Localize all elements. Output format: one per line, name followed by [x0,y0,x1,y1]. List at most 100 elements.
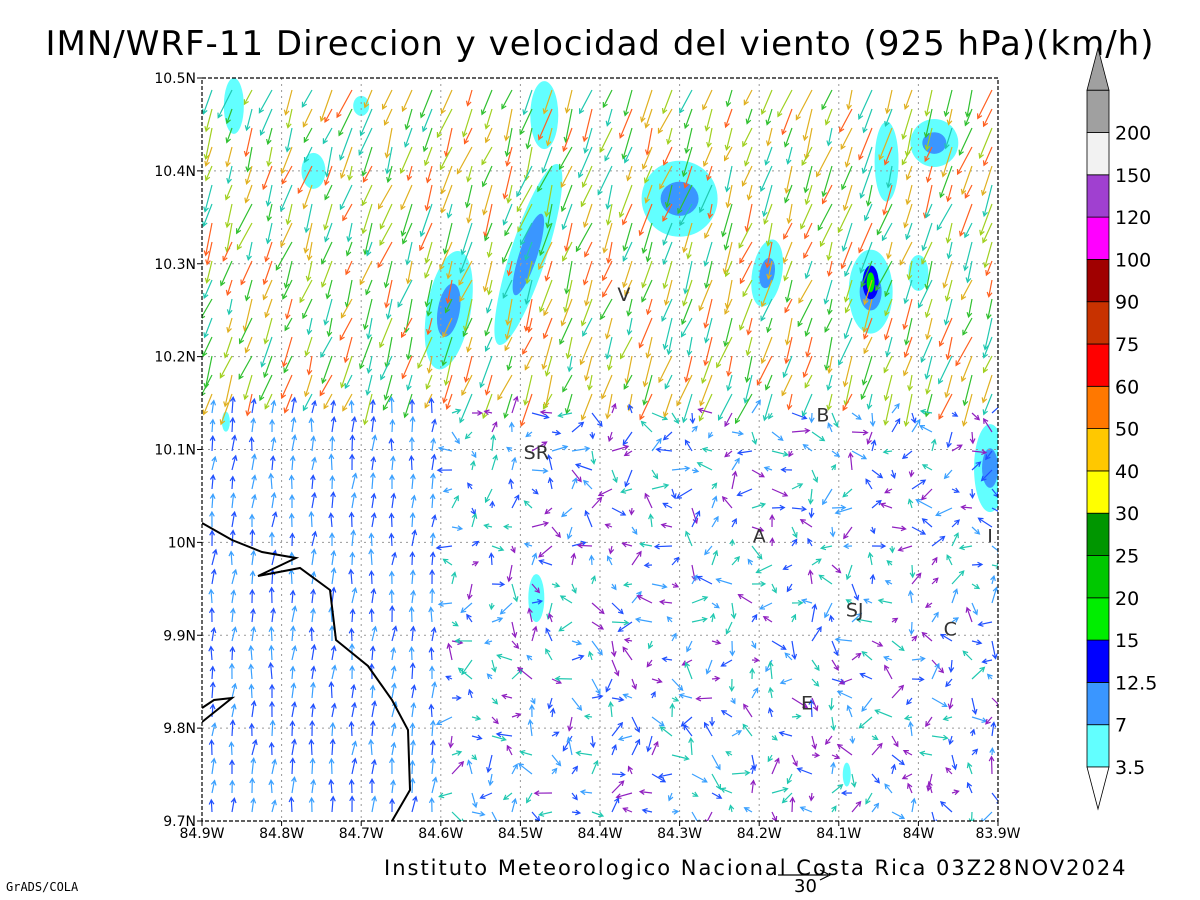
wind-vector [410,494,417,509]
wind-vector [642,374,653,406]
wind-vector [638,203,653,237]
wind-vector [678,693,693,699]
wind-vector [751,580,767,587]
wind-vector [834,636,853,643]
wind-vector [451,431,460,445]
wind-vector [502,203,513,226]
wind-vector [903,203,913,229]
lat-tick-label: 10.1N [154,443,196,459]
wind-vector [744,355,753,384]
wind-vector [644,108,653,129]
wind-vector [466,203,473,224]
wind-vector [735,393,753,425]
wind-vector [547,612,554,623]
wind-vector [446,260,453,280]
wind-vector [783,222,793,240]
wind-vector [863,317,873,340]
wind-vector [511,395,519,414]
wind-vector [522,89,533,116]
wind-vector [631,678,637,690]
wind-vector [606,241,613,265]
wind-vector [784,298,793,314]
wind-vector [651,716,665,727]
wind-vector [519,393,533,427]
wind-vector [282,279,293,300]
wind-vector [301,89,313,108]
wind-vector [604,146,613,162]
wind-vector [538,241,553,271]
wind-vector [264,393,273,410]
wind-vector [771,786,789,794]
wind-vector [811,752,821,759]
wind-vector [811,735,818,750]
wind-vector [631,716,640,733]
wind-vector [328,757,335,775]
wind-vector [707,203,714,220]
wind-vector [590,575,597,585]
wind-vector [666,616,673,623]
wind-vector [429,532,436,547]
wind-vector [791,538,798,547]
wind-vector [751,545,763,560]
wind-vector [488,602,495,611]
wind-vector [244,108,253,132]
wind-vector [563,279,573,314]
wind-vector [884,783,893,794]
wind-vector [347,165,353,182]
wind-vector [523,374,533,406]
lon-tick-label: 84.1W [816,826,861,842]
wind-vector [251,738,258,756]
wind-vector [904,317,913,346]
wind-vector [807,488,814,505]
wind-vector [549,707,556,718]
wind-shade-3.5 [301,152,326,189]
wind-vector [308,417,315,433]
wind-vector [951,444,963,452]
wind-vector [891,403,900,414]
wind-vector [551,526,561,538]
wind-vector [440,89,453,115]
wind-vector [811,558,822,566]
wind-vector [983,241,993,269]
wind-vector [623,450,633,457]
wind-vector [203,184,213,213]
wind-vector [571,477,578,490]
wind-vector [643,562,653,569]
wind-vector [626,317,633,336]
wind-vector [862,298,873,334]
wind-vector [822,488,833,506]
wind-vector [767,660,774,680]
wind-vector [920,488,933,501]
wind-vector [859,672,873,680]
colorbar-swatch [1086,597,1110,641]
wind-vector [945,184,953,203]
wind-vector [370,492,377,509]
wind-vector [283,355,293,374]
wind-vector [867,551,874,566]
wind-vector [837,336,853,366]
wind-vector [951,487,960,493]
wind-vector [365,279,373,296]
wind-vector [531,811,541,821]
wind-vector [205,241,213,266]
wind-vector [611,602,624,615]
wind-vector [746,184,753,201]
wind-vector [538,811,553,817]
wind-vector [955,336,973,367]
wind-vector [796,767,813,775]
wind-vector [905,222,913,241]
wind-vector [924,89,933,117]
wind-shade-15 [866,272,875,293]
colorbar-bottom-triangle [1086,766,1110,811]
wind-vector [502,792,513,801]
wind-vector [731,518,737,528]
wind-vector [869,412,876,427]
wind-vector [919,408,933,415]
wind-vector [545,648,553,661]
wind-vector [841,222,853,252]
wind-vector [731,770,751,776]
wind-vector [842,393,853,412]
wind-vector [426,355,433,374]
wind-vector [440,184,453,214]
wind-vector [259,374,273,402]
